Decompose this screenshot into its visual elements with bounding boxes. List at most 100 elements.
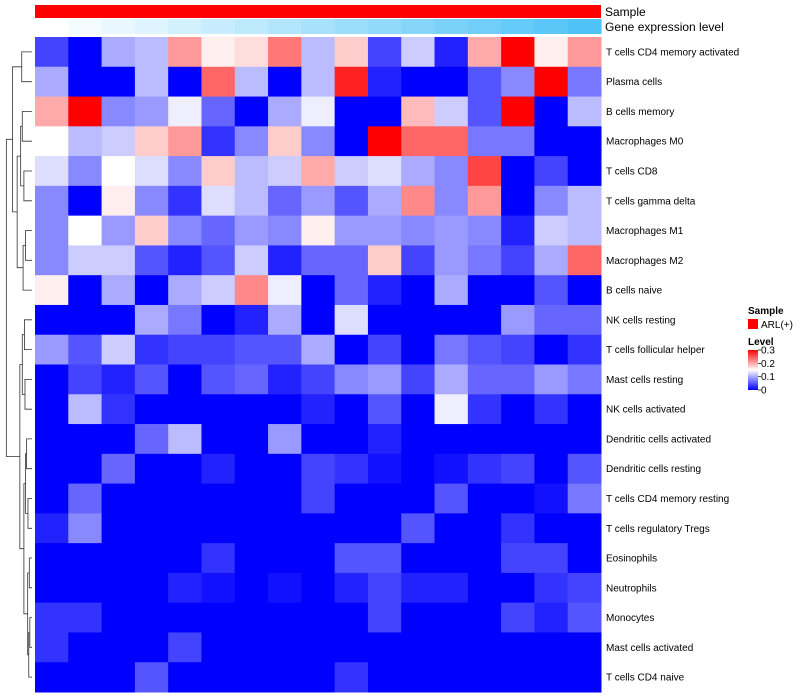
heatmap-cell — [68, 245, 103, 276]
heatmap-cell — [201, 126, 236, 157]
heatmap-cell — [101, 662, 136, 693]
heatmap-cell — [534, 304, 569, 336]
heatmap-cell — [534, 424, 569, 455]
heatmap-cell — [101, 483, 136, 514]
heatmap-cell — [201, 275, 236, 306]
heatmap-cell — [501, 602, 535, 633]
heatmap-cell — [268, 275, 302, 306]
heatmap-cell — [334, 215, 369, 246]
row-label: Mast cells activated — [606, 643, 693, 654]
heatmap-cell — [168, 37, 202, 68]
row-label: B cells memory — [606, 107, 674, 118]
heatmap-cell — [501, 66, 535, 98]
heatmap-cell — [401, 632, 436, 663]
heatmap-cell — [101, 66, 136, 98]
heatmap-cell — [534, 513, 569, 544]
legend-tick-label: 0.1 — [761, 372, 775, 383]
heatmap-cell — [401, 185, 436, 217]
expression-annotation-cell — [201, 19, 236, 34]
heatmap-cell — [134, 453, 169, 485]
heatmap-cell — [567, 245, 602, 276]
heatmap-cell — [201, 96, 236, 127]
heatmap-cell — [534, 66, 569, 98]
heatmap-cell — [567, 66, 602, 98]
heatmap-cell — [101, 96, 136, 127]
heatmap-cell — [367, 424, 402, 455]
heatmap-cell — [501, 632, 535, 663]
heatmap-cell — [434, 543, 469, 574]
heatmap-cell — [234, 513, 269, 544]
heatmap-cell — [334, 156, 369, 187]
heatmap-cell — [134, 483, 169, 514]
heatmap-cell — [434, 483, 469, 514]
row-label: Monocytes — [606, 613, 654, 624]
heatmap-cell — [534, 126, 569, 157]
heatmap-cell — [101, 424, 136, 455]
dendrogram-branch — [21, 111, 32, 142]
heatmap-cell — [334, 662, 369, 693]
heatmap-cell — [68, 275, 103, 306]
heatmap-cell — [234, 572, 269, 604]
heatmap-cell — [268, 453, 302, 485]
heatmap-cell — [101, 572, 136, 604]
heatmap-cell — [334, 513, 369, 544]
heatmap-cell — [501, 37, 535, 68]
heatmap-cell — [501, 245, 535, 276]
heatmap-cell — [134, 543, 169, 574]
heatmap-cell — [268, 364, 302, 395]
heatmap-cell — [434, 632, 469, 663]
heatmap-cell — [367, 513, 402, 544]
heatmap-cell — [534, 572, 569, 604]
heatmap-cell — [134, 364, 169, 395]
heatmap-cell — [434, 513, 469, 544]
heatmap-cell — [367, 96, 402, 127]
heatmap-cell — [234, 662, 269, 693]
heatmap-cell — [168, 334, 202, 365]
heatmap-cell — [268, 156, 302, 187]
heatmap-cell — [567, 572, 602, 604]
heatmap-cell — [201, 453, 236, 485]
heatmap-cell — [168, 662, 202, 693]
heatmap-cell — [68, 185, 103, 217]
heatmap-cell — [68, 364, 103, 395]
heatmap-cell — [401, 394, 436, 425]
heatmap-cell — [501, 394, 535, 425]
heatmap-cell — [367, 632, 402, 663]
heatmap-cell — [168, 364, 202, 395]
heatmap-cell — [467, 126, 502, 157]
heatmap-cell — [35, 304, 69, 336]
dendrogram-branch — [24, 379, 32, 410]
heatmap-cell — [134, 96, 169, 127]
row-label: Plasma cells — [606, 77, 662, 88]
dendrogram-branch — [5, 138, 20, 457]
expression-annotation-cell — [168, 19, 203, 34]
heatmap-cell — [134, 513, 169, 544]
heatmap-cell — [234, 632, 269, 663]
heatmap-cell — [134, 37, 169, 68]
legend-tick-label: 0 — [761, 386, 767, 397]
heatmap-cell — [567, 483, 602, 514]
heatmap-cell — [168, 215, 202, 246]
heatmap-cell — [367, 185, 402, 217]
heatmap-cell — [68, 156, 103, 187]
heatmap-cell — [367, 66, 402, 98]
heatmap-cell — [534, 185, 569, 217]
heatmap-cell — [501, 185, 535, 217]
dendrogram-branch — [16, 155, 24, 269]
row-label: T cells follicular helper — [606, 345, 705, 356]
heatmap-cell — [367, 572, 402, 604]
heatmap-cell — [534, 483, 569, 514]
heatmap-cell — [467, 364, 502, 395]
heatmap-cell — [301, 424, 336, 455]
heatmap-cell — [434, 334, 469, 365]
heatmap-cell — [334, 364, 369, 395]
heatmap-cell — [101, 156, 136, 187]
heatmap-cell — [134, 275, 169, 306]
heatmap-cell — [401, 602, 436, 633]
heatmap-cell — [467, 156, 502, 187]
heatmap-cell — [334, 66, 369, 98]
heatmap-cell — [201, 156, 236, 187]
heatmap-cell — [334, 245, 369, 276]
heatmap-cell — [68, 424, 103, 455]
heatmap-cell — [301, 185, 336, 217]
